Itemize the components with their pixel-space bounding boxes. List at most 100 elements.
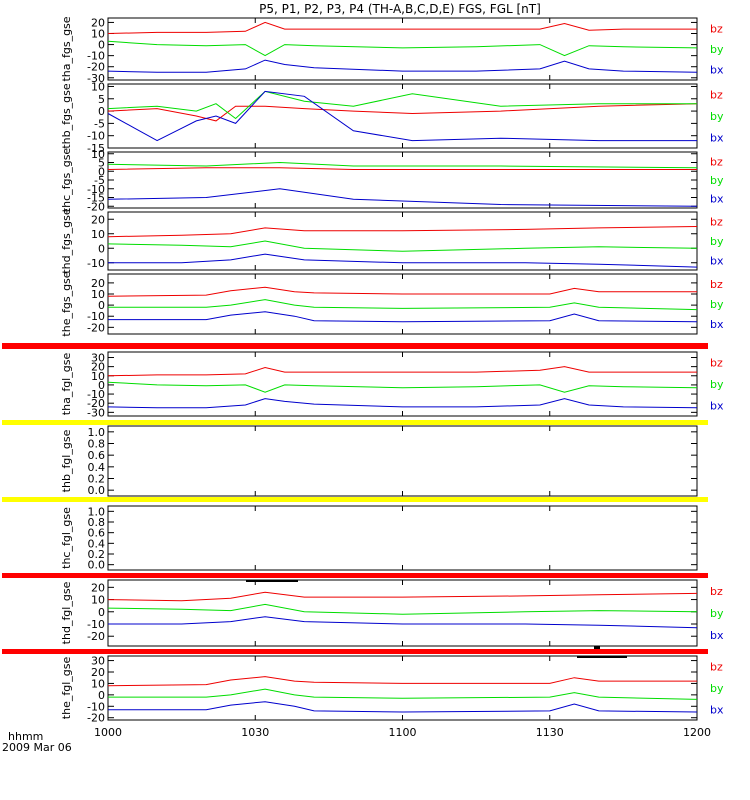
series-line-bz xyxy=(107,103,698,122)
series-line-bx xyxy=(107,59,698,73)
y-axis-label: thb_fgl_gse xyxy=(60,429,73,492)
series-line-bz xyxy=(107,167,697,170)
y-tick-label: -20 xyxy=(87,321,105,334)
legend-label-by: by xyxy=(710,378,724,391)
y-tick-label: 0.6 xyxy=(88,449,106,462)
series-line-bx xyxy=(108,701,698,713)
legend-label-bx: bx xyxy=(710,64,724,77)
y-tick-label: 10 xyxy=(91,370,105,383)
legend-label-by: by xyxy=(710,174,724,187)
legend-label-bz: bz xyxy=(710,22,723,35)
legend-label-bz: bz xyxy=(710,357,723,370)
y-tick-label: 10 xyxy=(91,148,105,161)
panel-frame xyxy=(107,579,698,647)
y-axis-label: thb_fgs_gse xyxy=(60,83,73,149)
y-tick-label: 30 xyxy=(91,351,105,364)
y-axis-label: the_fgl_gse xyxy=(60,657,73,720)
y-tick-label: 0 xyxy=(98,606,105,619)
plot-title: P5, P1, P2, P3, P4 (TH-A,B,C,D,E) FGS, F… xyxy=(259,2,541,16)
x-axis: 1000 1030 1100 1130 1200 hhmm 2009 Mar 06 xyxy=(2,726,711,754)
legend-label-by: by xyxy=(710,682,724,695)
status-bar-3 xyxy=(2,497,708,502)
series-line-by xyxy=(108,299,698,311)
y-tick-label: -10 xyxy=(87,50,105,63)
y-tick-label: -15 xyxy=(87,192,105,205)
y-tick-label: 10 xyxy=(91,28,105,41)
y-tick-label: 0.2 xyxy=(88,473,106,486)
y-tick-label: 20 xyxy=(91,277,105,290)
legend-label-by: by xyxy=(710,110,724,123)
series-line-by xyxy=(107,90,697,120)
x-tick-label: 1030 xyxy=(241,726,269,739)
series-line-bz xyxy=(107,226,698,238)
y-tick-label: -10 xyxy=(87,700,105,713)
x-tick-labels: 1000 1030 1100 1130 1200 xyxy=(94,726,711,739)
y-tick-label: 20 xyxy=(91,16,105,29)
panel-thb_fgl_gse: 1.00.80.60.40.20.0 thb_fgl_gse xyxy=(60,425,698,497)
panel-thc_fgl_gse: 1.00.80.60.40.20.0 thc_fgl_gse xyxy=(60,505,698,572)
y-tick-label: -20 xyxy=(87,712,105,725)
y-tick-label: 0 xyxy=(98,242,105,255)
y-tick-label: -20 xyxy=(87,61,105,74)
series-line-bz xyxy=(107,676,697,687)
legend-label-bx: bx xyxy=(710,318,724,331)
series-line-bx xyxy=(107,188,698,207)
y-tick-label: 10 xyxy=(91,677,105,690)
y-tick-label: 20 xyxy=(91,361,105,374)
y-tick-label: 20 xyxy=(91,581,105,594)
y-tick-label: 0.8 xyxy=(88,516,106,529)
y-tick-label: 0 xyxy=(98,689,105,702)
x-tick-label: 1200 xyxy=(683,726,711,739)
legend-label-bz: bz xyxy=(710,216,723,229)
x-tick-label: 1130 xyxy=(536,726,564,739)
y-tick-label: -10 xyxy=(87,618,105,631)
y-tick-label: 0.0 xyxy=(88,484,106,497)
y-axis-label: thc_fgs_gse xyxy=(60,148,73,213)
y-tick-label: -30 xyxy=(87,406,105,419)
y-tick-label: -20 xyxy=(87,630,105,643)
legend-label-by: by xyxy=(710,298,724,311)
x-axis-label-hhmm: hhmm xyxy=(8,730,43,743)
data-coverage-mark-1 xyxy=(246,580,298,582)
y-tick-label: 5 xyxy=(98,157,105,170)
y-tick-label: 0 xyxy=(98,299,105,312)
series-line-by xyxy=(107,603,698,615)
y-axis-label: the_fgs_gse xyxy=(60,271,73,336)
y-tick-label: 5 xyxy=(98,93,105,106)
legend-label-bx: bx xyxy=(710,399,724,412)
y-tick-label: 0.2 xyxy=(88,548,106,561)
y-tick-label: 10 xyxy=(91,228,105,241)
legend-label-by: by xyxy=(710,43,724,56)
y-tick-label: 1.0 xyxy=(88,426,106,439)
legend-label-by: by xyxy=(710,607,724,620)
series-line-bx xyxy=(107,398,698,409)
y-axis-label: tha_fgl_gse xyxy=(60,353,73,416)
x-tick-label: 1000 xyxy=(94,726,122,739)
legend-label-by: by xyxy=(710,235,724,248)
y-tick-label: 10 xyxy=(91,288,105,301)
y-axis-label: tha_fgs_gse xyxy=(60,16,73,81)
y-tick-label: -5 xyxy=(94,117,105,130)
y-tick-label: 10 xyxy=(91,80,105,93)
series-line-bx xyxy=(108,616,698,629)
legend-label-bx: bx xyxy=(710,254,724,267)
y-tick-label: -15 xyxy=(87,142,105,155)
series-line-by xyxy=(107,240,698,252)
y-tick-label: -30 xyxy=(87,72,105,85)
status-bar-2 xyxy=(2,420,708,425)
y-tick-label: 0 xyxy=(98,39,105,52)
y-tick-label: 0 xyxy=(98,165,105,178)
y-tick-label: -20 xyxy=(87,200,105,213)
y-tick-label: 0 xyxy=(98,379,105,392)
legend-label-bz: bz xyxy=(710,89,723,102)
panel-thd_fgs_gse: 20 100 -10 thd_fgs_gse bz by bx xyxy=(60,208,724,274)
panel-frame xyxy=(107,655,698,721)
